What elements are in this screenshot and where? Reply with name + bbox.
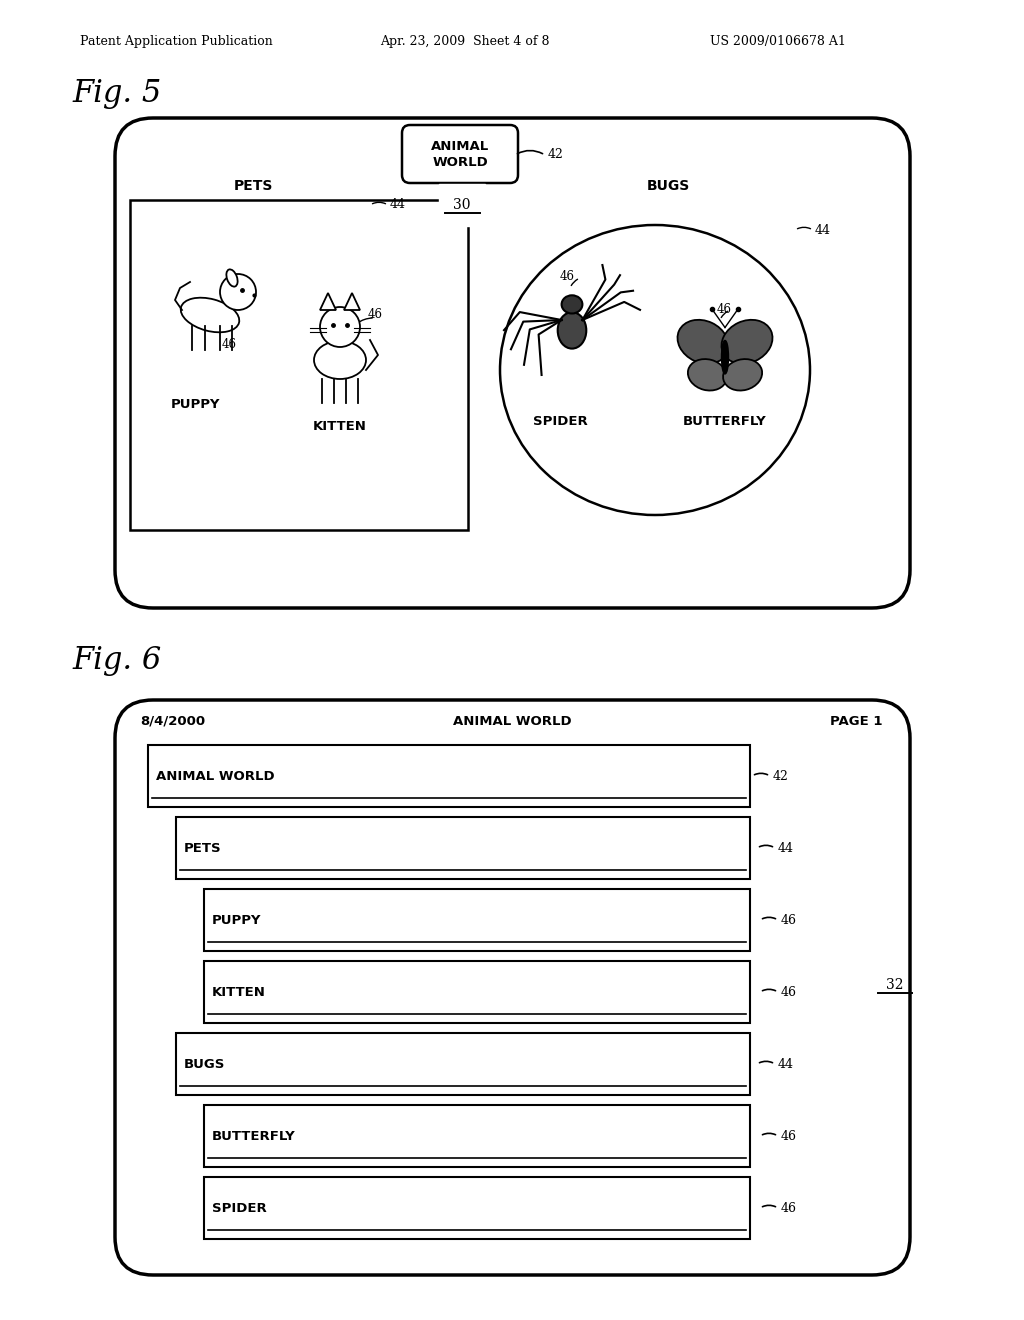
Bar — [204, 1177, 750, 1239]
Bar — [130, 201, 468, 531]
Circle shape — [220, 275, 256, 310]
Ellipse shape — [500, 224, 810, 515]
Text: SPIDER: SPIDER — [532, 414, 588, 428]
FancyBboxPatch shape — [115, 117, 910, 609]
Text: ANIMAL
WORLD: ANIMAL WORLD — [431, 140, 489, 169]
Text: 46: 46 — [560, 271, 575, 282]
Text: 42: 42 — [773, 770, 788, 783]
Text: ANIMAL WORLD: ANIMAL WORLD — [156, 770, 274, 783]
Ellipse shape — [678, 319, 728, 364]
Circle shape — [319, 308, 360, 347]
Text: 8/4/2000: 8/4/2000 — [140, 715, 205, 729]
FancyBboxPatch shape — [115, 700, 910, 1275]
Text: 46: 46 — [781, 1201, 797, 1214]
Bar — [204, 961, 750, 1023]
FancyBboxPatch shape — [402, 125, 518, 183]
Text: PETS: PETS — [184, 842, 221, 854]
Ellipse shape — [688, 359, 727, 391]
Text: US 2009/0106678 A1: US 2009/0106678 A1 — [710, 36, 846, 48]
Ellipse shape — [722, 341, 728, 374]
Ellipse shape — [561, 296, 583, 314]
Text: KITTEN: KITTEN — [313, 420, 367, 433]
Bar — [204, 1105, 750, 1167]
Text: 42: 42 — [548, 149, 564, 161]
Text: 46: 46 — [368, 308, 383, 321]
Text: KITTEN: KITTEN — [212, 986, 266, 998]
Ellipse shape — [558, 313, 587, 348]
Text: 44: 44 — [815, 223, 831, 236]
Text: PETS: PETS — [233, 180, 272, 193]
Ellipse shape — [180, 298, 240, 333]
Text: Fig. 5: Fig. 5 — [72, 78, 161, 110]
Text: 46: 46 — [717, 304, 732, 315]
Text: Patent Application Publication: Patent Application Publication — [80, 36, 272, 48]
Text: PUPPY: PUPPY — [212, 913, 261, 927]
Ellipse shape — [226, 269, 238, 286]
Text: Fig. 6: Fig. 6 — [72, 645, 161, 676]
Text: SPIDER: SPIDER — [212, 1201, 266, 1214]
Text: 44: 44 — [390, 198, 406, 211]
Text: 46: 46 — [781, 1130, 797, 1143]
Text: 46: 46 — [222, 338, 237, 351]
Ellipse shape — [722, 319, 772, 364]
Text: 32: 32 — [886, 978, 904, 993]
Bar — [176, 1034, 750, 1096]
Polygon shape — [319, 293, 336, 310]
Bar — [176, 817, 750, 879]
Text: Apr. 23, 2009  Sheet 4 of 8: Apr. 23, 2009 Sheet 4 of 8 — [380, 36, 550, 48]
Text: BUGS: BUGS — [184, 1057, 225, 1071]
Text: 44: 44 — [778, 842, 794, 854]
Text: 46: 46 — [781, 913, 797, 927]
Text: BUGS: BUGS — [646, 180, 689, 193]
Text: BUTTERFLY: BUTTERFLY — [683, 414, 767, 428]
Text: 30: 30 — [454, 198, 471, 213]
Text: PAGE 1: PAGE 1 — [829, 715, 882, 729]
Bar — [204, 888, 750, 950]
Ellipse shape — [723, 359, 762, 391]
Text: ANIMAL WORLD: ANIMAL WORLD — [453, 715, 571, 729]
Text: 46: 46 — [781, 986, 797, 998]
Ellipse shape — [314, 341, 366, 379]
Polygon shape — [344, 293, 360, 310]
Text: BUTTERFLY: BUTTERFLY — [212, 1130, 296, 1143]
Text: PUPPY: PUPPY — [170, 399, 220, 411]
Text: 44: 44 — [778, 1057, 794, 1071]
Bar — [148, 744, 750, 807]
